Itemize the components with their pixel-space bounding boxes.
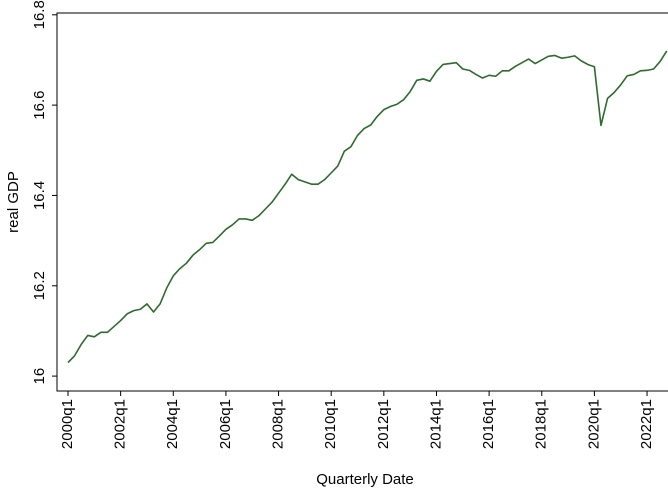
x-tick-label: 2014q1 — [427, 399, 444, 449]
y-tick-label: 16.6 — [31, 91, 48, 120]
y-tick-label: 16.2 — [31, 271, 48, 300]
x-tick-label: 2008q1 — [270, 399, 287, 449]
data-line — [67, 50, 668, 364]
x-tick-label: 2022q1 — [638, 399, 655, 449]
y-tick-label: 16.8 — [31, 0, 48, 29]
y-tick-label: 16.4 — [31, 181, 48, 210]
x-tick-label: 2018q1 — [533, 399, 550, 449]
y-tick-label: 16 — [31, 368, 48, 385]
x-axis-title: Quarterly Date — [316, 471, 414, 488]
plot-frame — [56, 12, 668, 392]
x-tick-label: 2006q1 — [217, 399, 234, 449]
y-axis-title: real GDP — [5, 171, 22, 233]
x-tick-label: 2012q1 — [375, 399, 392, 449]
x-tick-label: 2004q1 — [164, 399, 181, 449]
x-tick-label: 2010q1 — [322, 399, 339, 449]
x-tick-label: 2020q1 — [585, 399, 602, 449]
x-tick-label: 2002q1 — [112, 399, 129, 449]
x-tick-label: 2016q1 — [480, 399, 497, 449]
x-tick-label: 2000q1 — [59, 399, 76, 449]
